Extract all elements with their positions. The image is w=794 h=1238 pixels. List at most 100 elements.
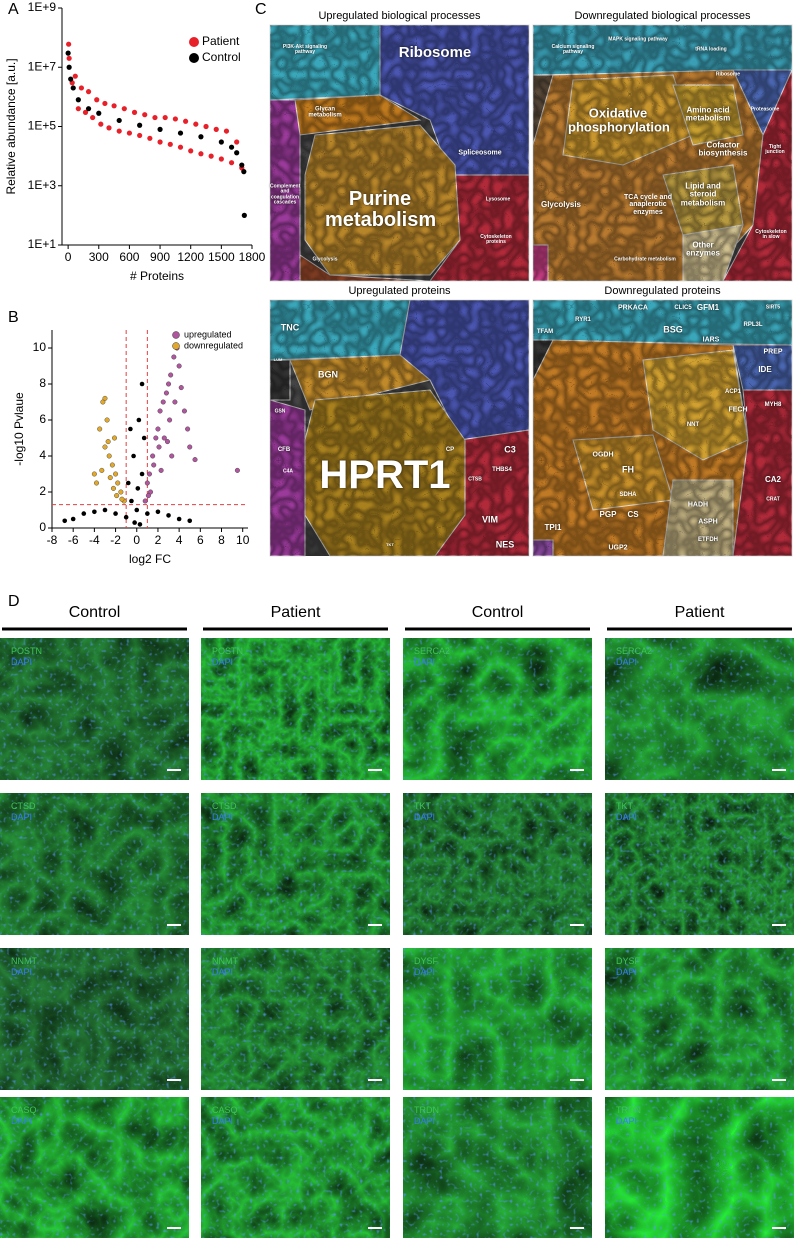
micrograph-nuclei [403, 638, 592, 780]
legend-marker [172, 342, 180, 350]
counterstain-label: DAPI [212, 967, 234, 977]
data-point [92, 509, 97, 515]
treemap-label: Complement and coagulation cascades [270, 183, 301, 206]
data-point [187, 518, 193, 524]
data-point [62, 518, 68, 524]
treemap-label: Glycolysis [540, 199, 582, 209]
treemap-label: BGN [318, 369, 338, 380]
treemap-cells [533, 300, 792, 556]
data-point [70, 85, 76, 91]
data-point [178, 385, 184, 391]
counterstain-label: DAPI [11, 657, 33, 667]
data-point [75, 106, 81, 112]
data-point [158, 467, 164, 473]
data-point [150, 453, 156, 459]
data-point [136, 417, 142, 423]
data-point [99, 467, 105, 473]
legend-label: Control [202, 50, 241, 64]
micrograph-nuclei [0, 638, 189, 780]
treemap-label: Cytoskeleton proteins [480, 233, 512, 245]
legend-label: Patient [202, 34, 240, 48]
data-point [96, 110, 102, 116]
data-point [167, 141, 173, 147]
treemap-label: CRAT [766, 496, 780, 503]
data-point [105, 439, 111, 445]
data-point [145, 493, 151, 499]
micrograph-nuclei [605, 1097, 794, 1238]
data-point [110, 485, 116, 491]
data-point [91, 471, 97, 477]
treemap-label: SIRT5 [765, 304, 781, 311]
data-point [131, 453, 136, 459]
treemap-title: Downregulated biological processes [574, 10, 751, 22]
treemap-label: OGDH [592, 451, 614, 459]
treemap-label: TNC [280, 322, 300, 333]
data-point [112, 435, 118, 441]
data-point [218, 139, 224, 145]
micrograph-nuclei [403, 948, 592, 1090]
data-point [90, 114, 96, 121]
treemap-label: BSG [663, 324, 683, 335]
treemap-label: Other enzymes [686, 240, 720, 258]
stain-label: TKT [414, 801, 431, 811]
treemap-label: PREP [763, 348, 783, 356]
stain-label: CTSD [212, 801, 237, 811]
data-point [176, 363, 182, 369]
treemap-label: GFM1 [696, 302, 720, 312]
micrograph-nuclei [201, 948, 390, 1090]
treemap-label: TFAM [536, 328, 554, 335]
data-point [187, 444, 193, 450]
stain-label: SERCA2 [616, 646, 653, 656]
column-header: Control [472, 604, 524, 621]
stain-label: POSTN [11, 646, 43, 656]
micrograph-nuclei [201, 1097, 390, 1238]
treemap-label: VIM [481, 514, 498, 525]
treemap-label: NES [495, 539, 515, 550]
stain-label: POSTN [212, 646, 244, 656]
treemap-label: SDHA [619, 491, 637, 498]
stain-label: SERCA2 [414, 646, 451, 656]
y-tick-label: 1E+1 [28, 237, 57, 251]
data-point [102, 444, 108, 450]
treemap-label: CP [445, 446, 455, 453]
data-point [85, 106, 92, 112]
y-tick-label: 6 [39, 412, 46, 426]
data-point [163, 390, 169, 396]
counterstain-label: DAPI [616, 657, 638, 667]
stain-label: CASQ [11, 1105, 37, 1115]
y-tick-label: 1E+7 [28, 59, 57, 73]
data-point [155, 509, 161, 515]
data-point [123, 514, 129, 520]
treemap-label: IARS [702, 336, 720, 344]
legend-label: upregulated [184, 329, 232, 339]
data-point [164, 439, 170, 445]
data-point [135, 486, 141, 491]
micrograph-nuclei [0, 1097, 189, 1238]
x-tick-label: 8 [218, 533, 225, 547]
data-point [94, 97, 100, 103]
treemap-label: Ribosome [715, 71, 741, 78]
panel-label: B [8, 309, 19, 326]
treemap-title: Downregulated proteins [604, 285, 721, 297]
treemap [269, 299, 530, 557]
data-point [228, 160, 235, 166]
micrograph-nuclei [201, 793, 390, 935]
counterstain-label: DAPI [414, 812, 436, 822]
micrograph-nuclei [403, 1097, 592, 1238]
treemap-label: ACP1 [724, 388, 741, 395]
data-point [114, 493, 120, 499]
treemap-label: Lysosome [485, 196, 511, 203]
data-point [157, 126, 163, 132]
data-point [115, 480, 121, 486]
data-point [147, 135, 153, 141]
data-point [65, 50, 71, 56]
legend-marker [189, 37, 199, 47]
counterstain-label: DAPI [616, 967, 638, 977]
treemap-label: Glycan metabolism [308, 106, 342, 119]
x-tick-label: -6 [68, 533, 79, 547]
counterstain-label: DAPI [616, 1116, 638, 1126]
data-point [139, 381, 145, 387]
data-point [70, 516, 76, 522]
counterstain-label: DAPI [616, 812, 638, 822]
